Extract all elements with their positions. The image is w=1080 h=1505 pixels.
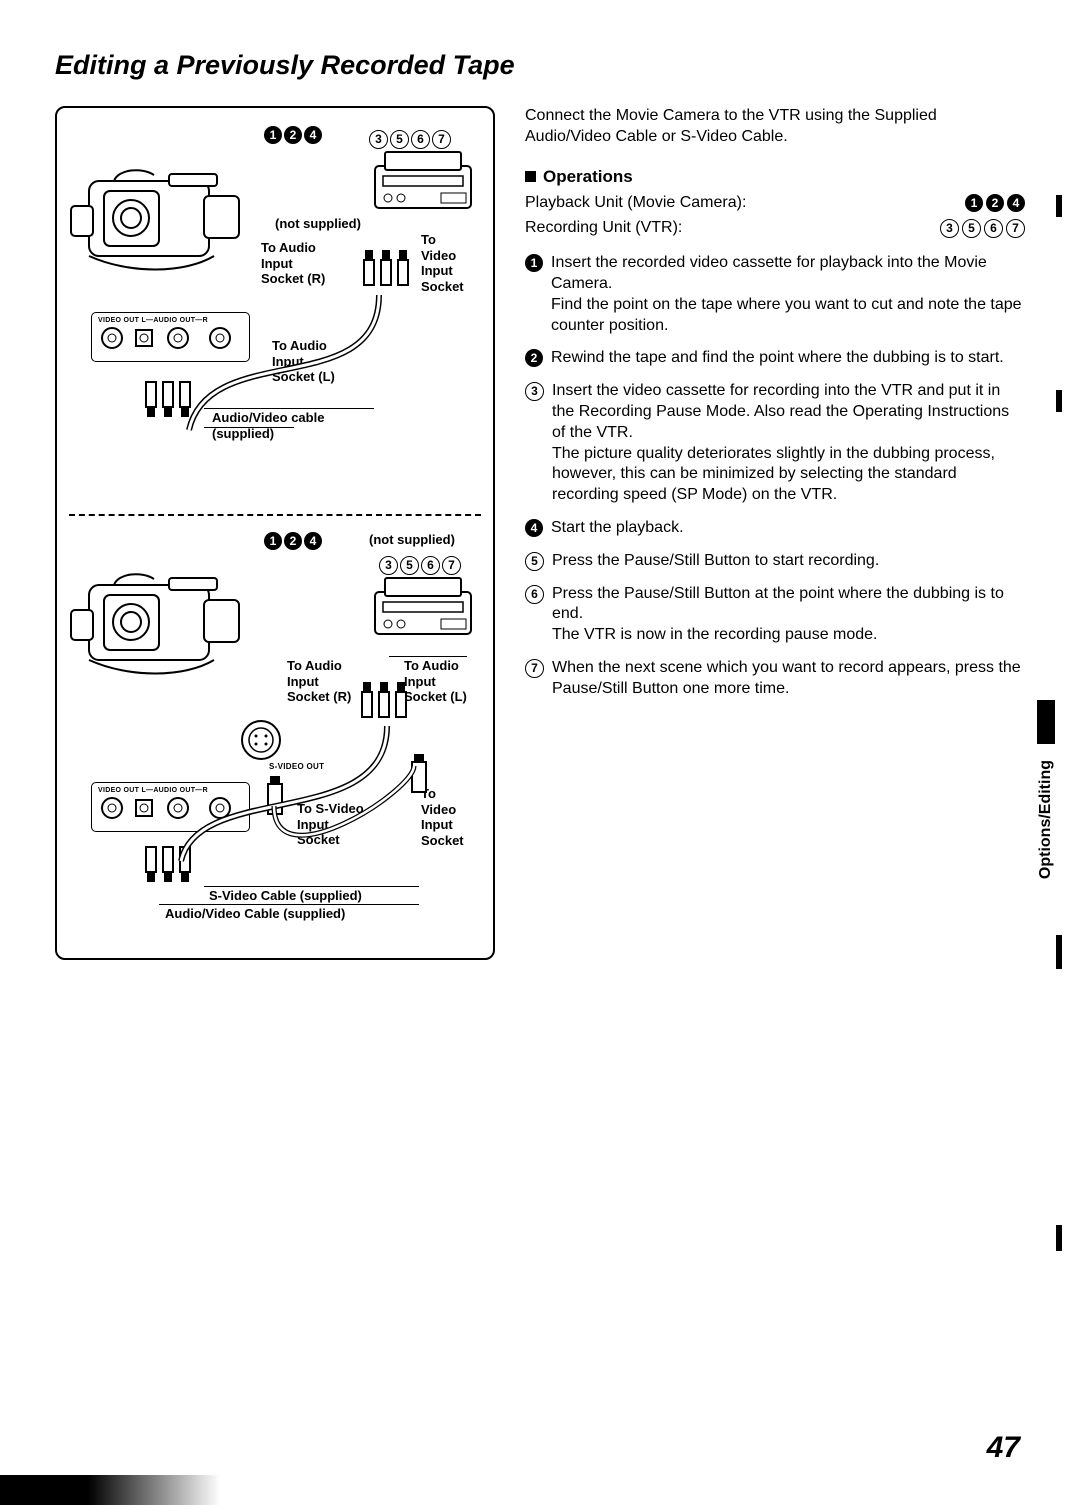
vtr-drawing [373, 148, 473, 218]
to-audio-r-label: To AudioInputSocket (R) [261, 240, 346, 287]
marker-3-icon: 3 [940, 219, 959, 238]
marker-2-icon: 2 [986, 194, 1004, 212]
step-item: 5 Press the Pause/Still Button to start r… [525, 551, 1025, 572]
manual-page: Editing a Previously Recorded Tape 1 2 4… [0, 0, 1080, 1505]
step-marker-open-icon: 7 [525, 659, 544, 678]
step-text: When the next scene which you want to re… [552, 658, 1025, 700]
marker-6-icon: 6 [421, 556, 440, 575]
video-plug-icon [409, 754, 429, 804]
diagram-bottom: 1 2 4 (not supplied) 3 5 6 7 [69, 514, 481, 946]
playback-markers-bottom: 1 2 4 [264, 532, 322, 550]
step-text: Insert the video cassette for recording … [552, 381, 1025, 506]
svideo-cable-label: S-Video Cable (supplied) [209, 888, 362, 904]
step-item: 4 Start the playback. [525, 518, 1025, 539]
rca-plugs-down-icon [141, 367, 201, 417]
recording-unit-markers: 3 5 6 7 [940, 219, 1025, 238]
step-list: 1 Insert the recorded video cassette for … [525, 253, 1025, 699]
ports-caption: VIDEO OUT L—AUDIO OUT—R [98, 317, 243, 324]
marker-1-icon: 1 [264, 126, 282, 144]
vtr-drawing-2 [373, 574, 473, 644]
marker-2-icon: 2 [284, 532, 302, 550]
to-video-label2: ToVideoInputSocket [421, 786, 481, 848]
marker-7-icon: 7 [432, 130, 451, 149]
step-item: 2 Rewind the tape and find the point wher… [525, 348, 1025, 369]
to-video-label: ToVideoInputSocket [421, 232, 481, 294]
scan-noise [0, 1475, 220, 1505]
ports-caption-2: VIDEO OUT L—AUDIO OUT—R [98, 787, 243, 794]
not-supplied-label2: (not supplied) [369, 532, 455, 548]
camera-drawing-2 [69, 550, 264, 710]
av-cable-label: Audio/Video cable(supplied) [212, 410, 392, 441]
diagram-frame: 1 2 4 3 5 6 7 [55, 106, 495, 960]
svideo-plug-icon [265, 776, 285, 826]
step-text: Rewind the tape and find the point where… [551, 348, 1025, 369]
rca-plugs2-icon [357, 682, 417, 732]
marker-1-icon: 1 [264, 532, 282, 550]
step-item: 7 When the next scene which you want to r… [525, 658, 1025, 700]
marker-3-icon: 3 [369, 130, 388, 149]
step-item: 6 Press the Pause/Still Button at the poi… [525, 584, 1025, 646]
marker-7-icon: 7 [442, 556, 461, 575]
step-text: Insert the recorded video cassette for p… [551, 253, 1025, 336]
av-cable-label2: Audio/Video Cable (supplied) [165, 906, 345, 922]
step-extra-text: Find the point on the tape where you wan… [551, 295, 1025, 337]
to-svideo-label: To S-VideoInputSocket [297, 801, 387, 848]
playback-markers-top: 1 2 4 [264, 126, 322, 144]
marker-5-icon: 5 [962, 219, 981, 238]
content-columns: 1 2 4 3 5 6 7 [55, 106, 1025, 960]
page-title: Editing a Previously Recorded Tape [55, 50, 1025, 81]
marker-6-icon: 6 [984, 219, 1003, 238]
text-column: Connect the Movie Camera to the VTR usin… [525, 106, 1025, 960]
step-marker-filled-icon: 1 [525, 254, 543, 272]
diagram-column: 1 2 4 3 5 6 7 [55, 106, 495, 960]
square-bullet-icon [525, 171, 536, 182]
output-ports-panel: VIDEO OUT L—AUDIO OUT—R [91, 312, 250, 362]
scan-edge-marks [1054, 55, 1062, 1450]
page-number: 47 [987, 1431, 1020, 1465]
operations-heading-text: Operations [543, 166, 633, 188]
marker-7-icon: 7 [1006, 219, 1025, 238]
to-audio-l-label: To AudioInputSocket (L) [272, 338, 357, 385]
step-text: Press the Pause/Still Button at the poin… [552, 584, 1025, 646]
not-supplied-label: (not supplied) [275, 216, 361, 232]
step-marker-open-icon: 6 [525, 585, 544, 604]
record-markers-top: 3 5 6 7 [369, 130, 451, 149]
step-marker-filled-icon: 2 [525, 349, 543, 367]
marker-2-icon: 2 [284, 126, 302, 144]
marker-1-icon: 1 [965, 194, 983, 212]
step-marker-open-icon: 3 [525, 382, 544, 401]
marker-4-icon: 4 [1007, 194, 1025, 212]
step-extra-text: The VTR is now in the recording pause mo… [552, 625, 1025, 646]
step-text: Press the Pause/Still Button to start re… [552, 551, 1025, 572]
marker-5-icon: 5 [390, 130, 409, 149]
step-item: 1 Insert the recorded video cassette for … [525, 253, 1025, 336]
rca-plugs3-icon [141, 832, 201, 882]
playback-unit-row: Playback Unit (Movie Camera): 1 2 4 [525, 193, 1025, 214]
playback-unit-label: Playback Unit (Movie Camera): [525, 193, 746, 214]
svideo-connector-icon [239, 718, 283, 762]
rca-plugs-icon [359, 250, 419, 300]
step-text: Start the playback. [551, 518, 1025, 539]
diagram-top: 1 2 4 3 5 6 7 [69, 120, 481, 510]
marker-6-icon: 6 [411, 130, 430, 149]
record-markers-bottom: 3 5 6 7 [379, 556, 461, 575]
marker-5-icon: 5 [400, 556, 419, 575]
svideo-out-caption: S-VIDEO OUT [269, 762, 324, 772]
section-tab: Options/Editing [1037, 760, 1055, 879]
thumb-index-block [1037, 700, 1055, 744]
marker-4-icon: 4 [304, 126, 322, 144]
marker-4-icon: 4 [304, 532, 322, 550]
operations-heading: Operations [525, 166, 1025, 188]
output-ports-panel-2: VIDEO OUT L—AUDIO OUT—R [91, 782, 250, 832]
step-extra-text: The picture quality deteriorates slightl… [552, 444, 1025, 506]
camera-drawing [69, 146, 264, 306]
playback-unit-markers: 1 2 4 [965, 194, 1025, 212]
intro-text: Connect the Movie Camera to the VTR usin… [525, 106, 1025, 148]
marker-3-icon: 3 [379, 556, 398, 575]
recording-unit-row: Recording Unit (VTR): 3 5 6 7 [525, 218, 1025, 239]
step-marker-open-icon: 5 [525, 552, 544, 571]
step-marker-filled-icon: 4 [525, 519, 543, 537]
recording-unit-label: Recording Unit (VTR): [525, 218, 682, 239]
step-item: 3 Insert the video cassette for recording… [525, 381, 1025, 506]
